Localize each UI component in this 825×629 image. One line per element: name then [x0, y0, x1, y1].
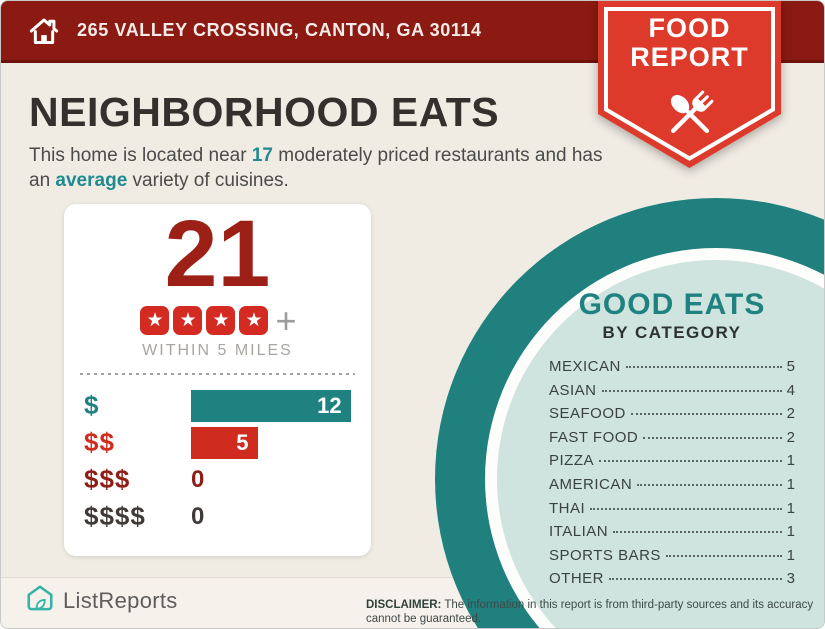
intro-text: This home is located near 17 moderately … — [29, 143, 614, 193]
category-label: ITALIAN — [549, 523, 609, 541]
page-title: NEIGHBORHOOD EATS — [29, 89, 500, 135]
price-row-4: $$$$ 0 — [64, 501, 371, 533]
stars-row: ★ ★ ★ ★ + — [64, 299, 371, 341]
dotted-leader — [637, 483, 782, 486]
variety-highlight: average — [55, 170, 128, 192]
within-miles-caption: WITHIN 5 MILES — [142, 341, 293, 359]
category-value: 2 — [786, 405, 795, 423]
list-item: SPORTS BARS 1 — [549, 547, 795, 564]
category-label: AMERICAN — [549, 475, 633, 493]
restaurant-count-highlight: 17 — [251, 145, 273, 166]
price-row-1: $ 12 — [64, 389, 371, 422]
ribbon-title-line2: REPORT — [630, 42, 749, 72]
listreports-logo: ListReports — [25, 583, 178, 618]
fork-spoon-icon — [659, 81, 721, 152]
property-address: 265 VALLEY CROSSING, CANTON, GA 30114 — [77, 20, 482, 40]
bar-value: 0 — [191, 465, 205, 493]
price-label: $$$ — [84, 464, 131, 495]
disclaimer-label: DISCLAIMER: — [366, 598, 442, 611]
bar-value: 12 — [317, 392, 342, 418]
disclaimer-text: DISCLAIMER: The information in this repo… — [366, 598, 818, 627]
intro-text-part1: This home is located near — [29, 145, 252, 166]
category-value: 2 — [786, 428, 795, 446]
dotted-leader — [613, 531, 782, 534]
brand-name: ListReports — [63, 587, 178, 613]
category-label: THAI — [549, 499, 586, 517]
price-row-3: $$$ 0 — [64, 464, 371, 496]
category-value: 1 — [786, 546, 795, 564]
star-icon: ★ — [173, 306, 203, 336]
bar: 0 — [191, 501, 204, 533]
category-list: MEXICAN 5 ASIAN 4 SEAFOOD 2 FAST FOOD 2 PIZZ… — [549, 358, 795, 587]
bar-track: 5 — [191, 426, 371, 459]
category-value: 1 — [786, 523, 795, 541]
price-label: $$$$ — [84, 501, 146, 532]
dotted-leader — [643, 436, 782, 439]
good-eats-title: GOOD EATS — [578, 288, 766, 321]
list-item: SEAFOOD 2 — [549, 405, 795, 422]
dotted-leader — [590, 507, 782, 510]
intro-text-part3: variety of cuisines. — [127, 170, 289, 192]
category-label: PIZZA — [549, 452, 595, 470]
listreports-house-icon — [25, 583, 55, 618]
ribbon-title-line1: FOOD — [648, 13, 731, 43]
dashed-divider — [80, 372, 355, 375]
bar-value: 5 — [236, 429, 249, 455]
dotted-leader — [625, 366, 782, 368]
category-value: 5 — [786, 358, 795, 375]
list-item: MEXICAN 5 — [549, 358, 795, 375]
price-bar-chart: $ 12 $$ 5 $$$ 0 $$$$ 0 — [64, 389, 371, 533]
dotted-leader — [601, 389, 782, 392]
total-restaurants-count: 21 — [164, 201, 271, 307]
restaurant-stats-card: 21 ★ ★ ★ ★ + WITHIN 5 MILES $ 12 $$ 5 $$$ — [64, 204, 371, 556]
home-icon — [27, 16, 61, 46]
star-rating: ★ ★ ★ ★ — [138, 306, 270, 336]
list-item: ITALIAN 1 — [549, 523, 795, 540]
bar: 0 — [191, 464, 204, 496]
category-value: 1 — [786, 452, 795, 470]
dotted-leader — [609, 578, 782, 581]
category-value: 4 — [786, 381, 795, 399]
food-report-ribbon: FOOD REPORT — [598, 1, 781, 173]
category-value: 3 — [786, 570, 795, 588]
category-label: MEXICAN — [549, 358, 621, 375]
category-label: FAST FOOD — [549, 428, 639, 446]
bar-track: 0 — [191, 501, 371, 533]
bar: 5 — [191, 426, 258, 459]
intro-text-part2: moderately priced restaurants and has an — [29, 145, 603, 192]
category-label: OTHER — [549, 570, 604, 588]
list-item: ASIAN 4 — [549, 382, 795, 399]
category-value: 1 — [786, 475, 795, 493]
bar: 12 — [191, 389, 351, 422]
list-item: OTHER 3 — [549, 570, 795, 587]
price-label: $ — [84, 390, 100, 421]
category-label: SPORTS BARS — [549, 546, 661, 564]
price-label: $$ — [84, 427, 115, 458]
list-item: FAST FOOD 2 — [549, 429, 795, 446]
star-icon: ★ — [140, 306, 170, 336]
dotted-leader — [665, 554, 782, 557]
category-label: SEAFOOD — [549, 405, 626, 423]
list-item: PIZZA 1 — [549, 452, 795, 469]
list-item: AMERICAN 1 — [549, 476, 795, 493]
star-icon: ★ — [239, 306, 269, 336]
bar-track: 12 — [191, 389, 371, 422]
plus-sign: + — [275, 299, 297, 341]
good-eats-panel: GOOD EATS BY CATEGORY MEXICAN 5 ASIAN 4 SE… — [549, 288, 795, 594]
category-label: ASIAN — [549, 381, 597, 399]
list-item: THAI 1 — [549, 500, 795, 517]
disclaimer-body: The information in this report is from t… — [366, 598, 814, 626]
category-value: 1 — [786, 499, 795, 517]
bar-value: 0 — [191, 502, 205, 530]
price-row-2: $$ 5 — [64, 426, 371, 459]
dotted-leader — [630, 413, 782, 416]
star-icon: ★ — [206, 306, 236, 336]
bar-track: 0 — [191, 464, 371, 496]
dotted-leader — [599, 460, 782, 463]
good-eats-subtitle: BY CATEGORY — [602, 323, 742, 342]
